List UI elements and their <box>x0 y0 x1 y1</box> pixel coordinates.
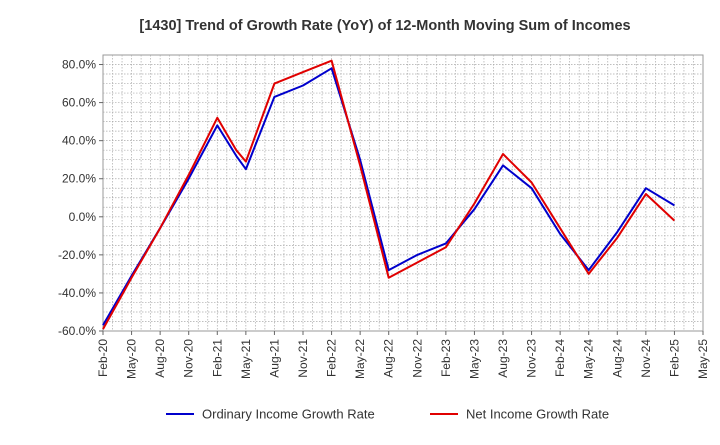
x-tick-label: Feb-23 <box>439 339 453 377</box>
x-tick-label: Nov-22 <box>410 339 424 378</box>
x-tick-label: May-24 <box>582 339 596 379</box>
x-tick-label: May-21 <box>239 339 253 379</box>
y-axis: 80.0% 60.0% 40.0% 20.0% 0.0% -20.0% -40.0% -60.… <box>58 58 103 338</box>
y-tick-label: 60.0% <box>62 96 96 110</box>
x-tick-label: Aug-22 <box>382 339 396 378</box>
y-tick-label: -20.0% <box>58 248 96 262</box>
x-tick-label: Feb-24 <box>553 339 567 377</box>
x-tick-label: Aug-21 <box>267 339 281 378</box>
x-tick-label: May-20 <box>125 339 139 379</box>
y-tick-label: 20.0% <box>62 172 96 186</box>
x-tick-label: Feb-21 <box>210 339 224 377</box>
series <box>102 59 676 330</box>
x-axis: Feb-20 May-20 Aug-20 Nov-20 Feb-21 May-21 Aug-… <box>96 331 710 379</box>
x-tick-label: Nov-20 <box>182 339 196 378</box>
x-tick-label: May-22 <box>353 339 367 379</box>
x-tick-label: Nov-21 <box>296 339 310 378</box>
x-tick-label: Feb-22 <box>325 339 339 377</box>
plot-area <box>102 54 704 332</box>
series-line-2 <box>102 59 676 330</box>
x-tick-label: Nov-23 <box>525 339 539 378</box>
x-tick-label: Nov-24 <box>639 339 653 378</box>
y-tick-label: 40.0% <box>62 134 96 148</box>
chart-title: [1430] Trend of Growth Rate (YoY) of 12-… <box>139 18 630 34</box>
x-tick-label: May-23 <box>467 339 481 379</box>
legend-label-2: Net Income Growth Rate <box>466 407 609 422</box>
legend: Ordinary Income Growth Rate Net Income Gr… <box>166 407 609 422</box>
y-tick-label: 80.0% <box>62 58 96 72</box>
x-tick-label: Aug-23 <box>496 339 510 378</box>
y-tick-label: 0.0% <box>69 210 97 224</box>
x-tick-label: Aug-20 <box>153 339 167 378</box>
x-tick-label: Feb-20 <box>96 339 110 377</box>
x-tick-label: May-25 <box>696 339 710 379</box>
x-tick-label: Feb-25 <box>667 339 681 377</box>
legend-label-1: Ordinary Income Growth Rate <box>202 407 375 422</box>
y-tick-label: -60.0% <box>58 324 96 338</box>
y-tick-label: -40.0% <box>58 286 96 300</box>
x-tick-label: Aug-24 <box>610 339 624 378</box>
